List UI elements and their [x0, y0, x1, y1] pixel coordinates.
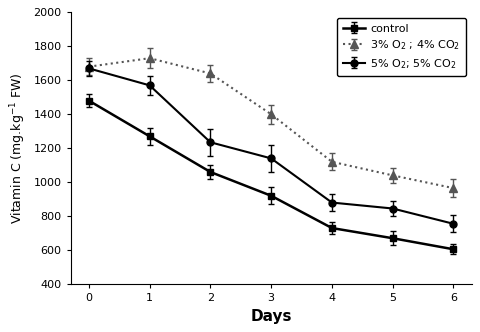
Y-axis label: Vitamin C (mg.kg$^{-1}$ FW): Vitamin C (mg.kg$^{-1}$ FW): [8, 72, 28, 224]
Legend: control, 3% O$_2$ ; 4% CO$_2$, 5% O$_2$; 5% CO$_2$: control, 3% O$_2$ ; 4% CO$_2$, 5% O$_2$;…: [337, 18, 466, 76]
X-axis label: Days: Days: [251, 309, 292, 324]
